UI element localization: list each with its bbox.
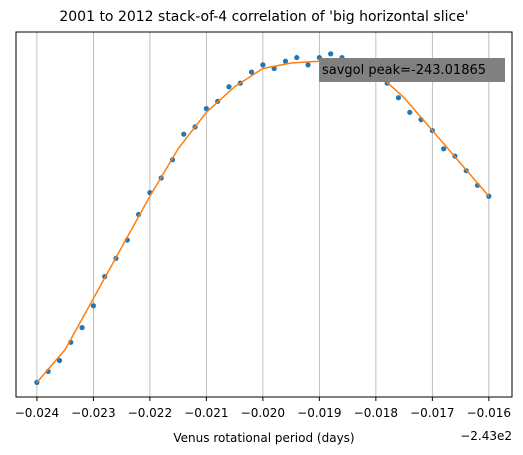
scatter-point	[203, 106, 209, 112]
scatter-point	[260, 62, 266, 68]
scatter-point	[441, 146, 447, 152]
chart-title: 2001 to 2012 stack-of-4 correlation of '…	[59, 9, 468, 25]
scatter-point	[248, 69, 255, 75]
x-tick-label: −0.022	[128, 406, 172, 420]
annotation: savgol peak=-243.01865	[322, 63, 486, 78]
plot-area: −0.024 −0.023 −0.022 −0.021 −0.020 −0.019 −0.0…	[15, 32, 511, 420]
scatter-point	[305, 62, 311, 68]
scatter-point	[181, 131, 187, 137]
x-tick-label: −0.019	[297, 406, 341, 420]
x-tick-label: −0.020	[241, 406, 285, 420]
x-tick-label: −0.018	[354, 406, 398, 420]
scatter-point	[226, 84, 232, 90]
x-tick-label: −0.023	[71, 406, 115, 420]
scatter-point	[90, 303, 96, 309]
annotation-box	[319, 58, 505, 82]
scatter-point	[294, 54, 300, 61]
x-tick-label: −0.024	[15, 406, 59, 420]
x-tick-label: −0.017	[410, 406, 454, 420]
scatter-point	[79, 325, 85, 331]
x-tick-label: −0.021	[184, 406, 228, 420]
x-tick-label: −0.016	[467, 406, 511, 420]
x-offset-label: −2.43e2	[460, 429, 512, 443]
axes-frame	[15, 31, 513, 398]
scatter-point	[407, 109, 413, 115]
x-axis-label: Venus rotational period (days)	[173, 431, 354, 445]
scatter-point	[56, 357, 63, 364]
scatter-point	[328, 51, 334, 57]
scatter-point	[395, 95, 402, 101]
fit-line	[36, 60, 490, 383]
scatter-point	[282, 58, 289, 64]
